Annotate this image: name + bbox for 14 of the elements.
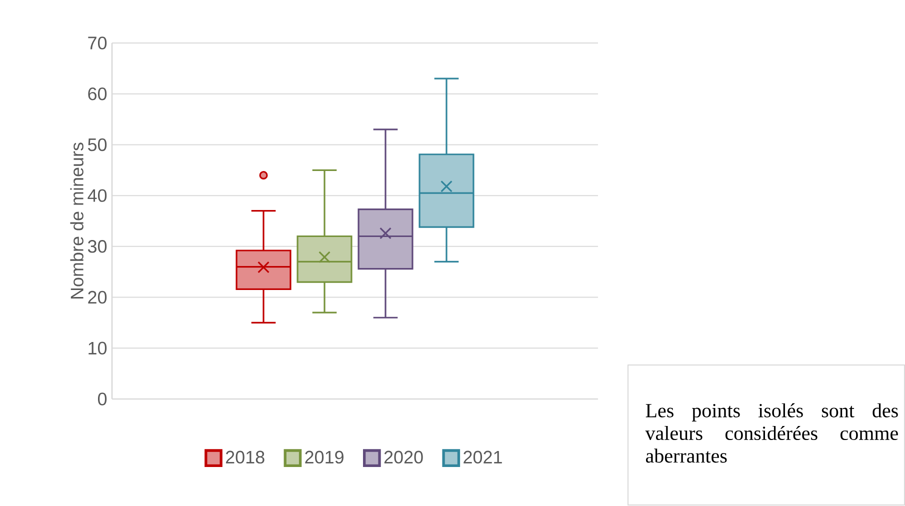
y-tick-label: 50 — [88, 138, 107, 152]
y-tick-label: 20 — [88, 290, 107, 304]
y-tick-label: 40 — [88, 189, 107, 202]
y-tick-label: 10 — [88, 342, 107, 355]
text: Les points isolés sont des valeurs considérées comme aberrantes — [645, 403, 898, 463]
legend-label: 2018 — [226, 450, 264, 464]
y-tick-label: 0 — [98, 392, 107, 406]
y-axis-title: Nombre de mineurs — [70, 142, 84, 299]
y-tick-label: 60 — [88, 87, 107, 100]
legend-label: 2021 — [464, 450, 502, 464]
legend-label: 2019 — [305, 450, 344, 464]
y-tick-label: 30 — [88, 240, 107, 253]
y-tick-label: 70 — [88, 36, 107, 50]
legend-label: 2020 — [384, 450, 423, 464]
